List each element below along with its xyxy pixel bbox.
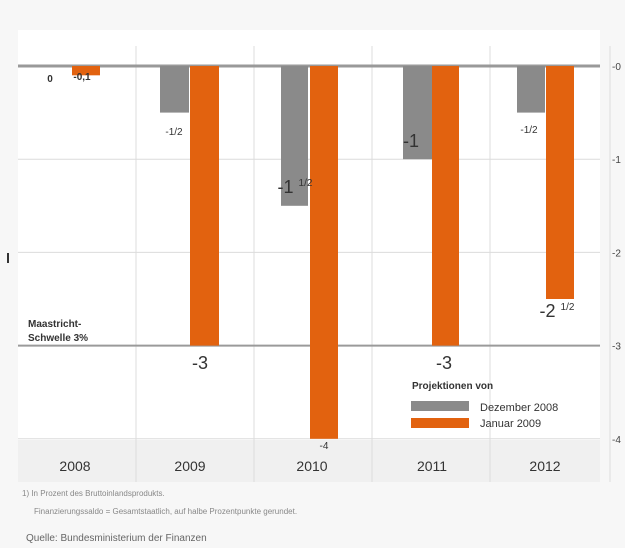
source-note: Quelle: Bundesministerium der Finanzen <box>26 533 207 544</box>
legend-title: Projektionen von <box>412 381 493 392</box>
value-label-dezember-2010: -1 1/2 <box>278 177 313 197</box>
bar-dezember-2010 <box>281 66 308 206</box>
y-tick-label-3: -3 <box>612 342 621 353</box>
x-tick-label-2009: 2009 <box>174 458 205 474</box>
x-tick-label-2010: 2010 <box>296 458 327 474</box>
footnote-rounding: Finanzierungssaldo = Gesamtstaatlich, au… <box>34 507 298 516</box>
bar-dezember-2009 <box>160 66 189 113</box>
x-tick-label-2008: 2008 <box>59 458 90 474</box>
value-label-januar-2010: -4 <box>320 441 329 452</box>
legend-label-dezember: Dezember 2008 <box>480 402 558 414</box>
value-label-dezember-2008: 0 <box>47 74 53 85</box>
plot-background <box>18 30 600 482</box>
legend-label-januar: Januar 2009 <box>480 418 541 430</box>
threshold-label-line1: Maastricht- <box>28 319 81 330</box>
left-edge-tick <box>7 253 9 263</box>
x-tick-label-2012: 2012 <box>529 458 560 474</box>
value-label-januar-2008: -0,1 <box>73 72 91 83</box>
bar-januar-2011 <box>432 66 459 346</box>
y-tick-label-4: -4 <box>612 435 621 446</box>
value-label-dezember-2009: -1/2 <box>165 127 183 138</box>
bar-dezember-2011 <box>403 66 432 160</box>
bar-dezember-2012 <box>517 66 545 113</box>
bar-januar-2012 <box>546 66 574 299</box>
y-tick-label-2: -2 <box>612 248 621 259</box>
value-label-januar-2012: -2 1/2 <box>540 301 575 321</box>
value-label-januar-2011: -3 <box>436 353 452 373</box>
legend-swatch-dezember <box>411 401 469 411</box>
y-tick-label-0: -0 <box>612 62 621 73</box>
value-label-dezember-2012: -1/2 <box>520 125 538 136</box>
value-label-dezember-2011: -1 <box>403 131 419 151</box>
legend-swatch-januar <box>411 418 469 428</box>
footnote-percent-gdp: 1) In Prozent des Bruttoinlandsprodukts. <box>22 489 165 498</box>
bar-januar-2010 <box>310 66 338 439</box>
category-band <box>18 440 600 482</box>
threshold-label-line2: Schwelle 3% <box>28 333 88 344</box>
y-tick-label-1: -1 <box>612 155 621 166</box>
bar-januar-2009 <box>190 66 219 346</box>
value-label-januar-2009: -3 <box>192 353 208 373</box>
bar-januar-2008 <box>72 66 100 76</box>
x-tick-label-2011: 2011 <box>417 458 447 474</box>
